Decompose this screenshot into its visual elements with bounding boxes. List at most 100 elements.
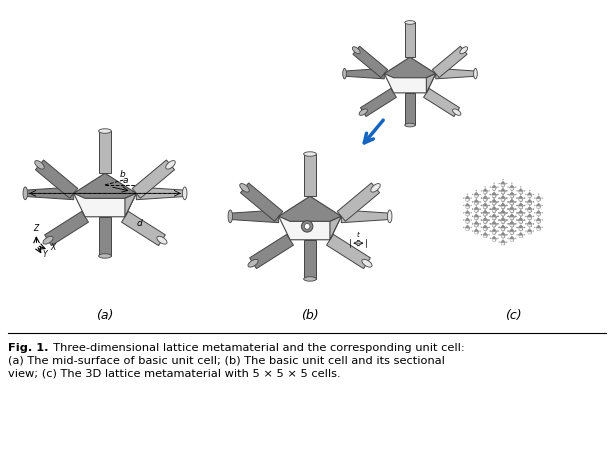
- Polygon shape: [492, 192, 496, 195]
- Ellipse shape: [182, 187, 187, 200]
- Polygon shape: [483, 203, 488, 206]
- Text: (a): (a): [96, 308, 114, 321]
- Circle shape: [516, 205, 518, 206]
- Polygon shape: [518, 213, 523, 216]
- Polygon shape: [518, 203, 523, 206]
- Circle shape: [499, 205, 500, 206]
- Circle shape: [520, 194, 521, 195]
- Circle shape: [502, 208, 503, 209]
- Circle shape: [524, 212, 525, 213]
- Polygon shape: [500, 188, 505, 191]
- Circle shape: [520, 201, 521, 202]
- Polygon shape: [478, 209, 479, 212]
- Polygon shape: [510, 224, 514, 227]
- Polygon shape: [510, 216, 514, 220]
- Circle shape: [542, 227, 543, 228]
- Circle shape: [490, 201, 491, 202]
- Polygon shape: [513, 202, 514, 205]
- Polygon shape: [540, 228, 541, 230]
- Circle shape: [494, 227, 495, 228]
- Ellipse shape: [473, 68, 477, 79]
- Polygon shape: [492, 199, 496, 202]
- Circle shape: [497, 216, 499, 217]
- Polygon shape: [510, 199, 514, 202]
- Polygon shape: [500, 213, 505, 216]
- Circle shape: [515, 209, 516, 210]
- Polygon shape: [500, 203, 505, 206]
- Polygon shape: [513, 209, 514, 212]
- Polygon shape: [500, 184, 505, 186]
- Circle shape: [467, 208, 468, 209]
- Polygon shape: [510, 224, 514, 227]
- Polygon shape: [518, 225, 523, 228]
- Polygon shape: [492, 214, 496, 217]
- Circle shape: [516, 205, 518, 206]
- Polygon shape: [500, 240, 505, 242]
- Polygon shape: [518, 198, 523, 201]
- Circle shape: [533, 194, 534, 195]
- Polygon shape: [500, 210, 505, 213]
- Polygon shape: [432, 46, 467, 78]
- Polygon shape: [483, 196, 488, 199]
- Circle shape: [494, 212, 495, 213]
- Text: (c): (c): [505, 308, 521, 321]
- Circle shape: [533, 223, 534, 224]
- Circle shape: [511, 212, 513, 213]
- Polygon shape: [474, 199, 479, 202]
- Circle shape: [490, 216, 491, 217]
- Circle shape: [494, 205, 495, 206]
- Polygon shape: [500, 196, 505, 199]
- Circle shape: [515, 209, 516, 210]
- Polygon shape: [492, 209, 496, 212]
- Polygon shape: [483, 220, 488, 223]
- Polygon shape: [492, 209, 496, 212]
- Polygon shape: [513, 224, 514, 227]
- Polygon shape: [495, 187, 496, 190]
- Circle shape: [481, 234, 482, 235]
- Polygon shape: [531, 209, 532, 212]
- Circle shape: [497, 209, 499, 210]
- Polygon shape: [465, 225, 470, 228]
- Polygon shape: [495, 202, 496, 205]
- Circle shape: [534, 227, 535, 228]
- Polygon shape: [487, 220, 488, 223]
- Polygon shape: [536, 228, 541, 230]
- Circle shape: [484, 194, 486, 195]
- Circle shape: [481, 205, 482, 206]
- Circle shape: [490, 194, 491, 195]
- Polygon shape: [536, 210, 541, 213]
- Circle shape: [511, 190, 513, 191]
- Polygon shape: [483, 206, 488, 208]
- Polygon shape: [531, 202, 532, 205]
- Polygon shape: [483, 203, 488, 206]
- Polygon shape: [495, 209, 496, 212]
- Polygon shape: [510, 202, 514, 205]
- Polygon shape: [474, 209, 479, 212]
- Circle shape: [502, 208, 503, 209]
- Polygon shape: [500, 218, 505, 221]
- Circle shape: [494, 234, 495, 235]
- Polygon shape: [500, 228, 505, 230]
- Text: Three-dimensional lattice metamaterial and the corresponding unit cell:: Three-dimensional lattice metamaterial a…: [46, 343, 465, 353]
- Circle shape: [515, 194, 516, 195]
- Circle shape: [538, 201, 539, 202]
- Polygon shape: [495, 194, 496, 198]
- Polygon shape: [483, 225, 488, 228]
- Polygon shape: [469, 213, 470, 216]
- Polygon shape: [518, 213, 523, 216]
- Circle shape: [472, 201, 473, 202]
- Polygon shape: [518, 225, 523, 228]
- Ellipse shape: [453, 109, 461, 115]
- Polygon shape: [518, 235, 523, 238]
- Polygon shape: [531, 216, 532, 220]
- Polygon shape: [527, 209, 532, 212]
- Polygon shape: [500, 196, 505, 199]
- Circle shape: [511, 227, 513, 228]
- Polygon shape: [492, 209, 496, 212]
- Polygon shape: [478, 216, 479, 220]
- Circle shape: [484, 201, 486, 202]
- Polygon shape: [531, 202, 532, 205]
- Polygon shape: [492, 229, 496, 232]
- Polygon shape: [478, 231, 479, 234]
- Polygon shape: [531, 231, 532, 234]
